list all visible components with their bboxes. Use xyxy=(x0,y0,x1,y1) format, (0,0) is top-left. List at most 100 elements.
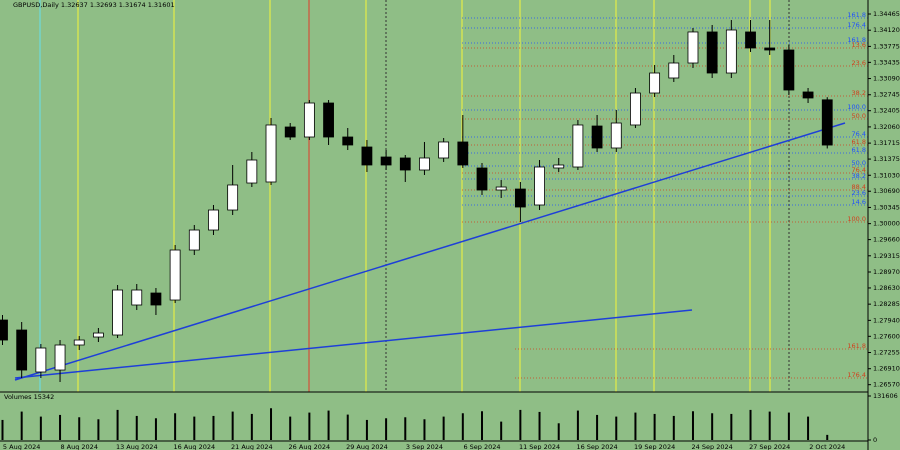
candle-body xyxy=(188,229,200,251)
volume-bar xyxy=(615,416,618,440)
candle-body xyxy=(265,124,277,183)
candle-body xyxy=(131,289,143,306)
candles xyxy=(0,20,833,382)
fib-label: 161.8 xyxy=(847,11,866,19)
candle-body xyxy=(323,102,334,138)
volume-tick-label: 131606 xyxy=(873,392,898,400)
candle-body xyxy=(591,125,603,149)
y-tick-label: 1.26910 xyxy=(873,365,900,373)
fib-label: 50.0 xyxy=(852,159,866,167)
fib-label: 176.4 xyxy=(847,371,866,379)
fib-label: 76.4 xyxy=(852,166,866,174)
candle-body xyxy=(495,186,507,191)
candle-body xyxy=(419,157,430,171)
volume-bar xyxy=(308,412,311,440)
candle-body xyxy=(438,141,450,159)
candle-body xyxy=(342,136,354,146)
y-tick-label: 1.26570 xyxy=(873,381,900,389)
candle-body xyxy=(649,72,661,94)
volume-bar xyxy=(807,416,810,440)
volume-bar xyxy=(270,408,273,440)
fib-levels: 161.8176.4161.813.623.638.2100.050.076.4… xyxy=(462,11,868,379)
volume-bar xyxy=(749,409,752,440)
fib-label: 14.6 xyxy=(852,198,866,206)
x-tick-label: 5 Aug 2024 xyxy=(3,443,41,450)
volume-bar xyxy=(672,415,675,440)
fib-label: 61.8 xyxy=(852,146,866,154)
volume-bar xyxy=(404,417,407,440)
volume-bar xyxy=(385,418,388,440)
chart-title: GBPUSD,Daily 1.32637 1.32693 1.31674 1.3… xyxy=(13,1,175,9)
candle-body xyxy=(610,122,622,149)
y-tick-label: 1.29660 xyxy=(873,236,900,244)
volume-bar xyxy=(78,417,81,440)
fib-label: 38.2 xyxy=(852,172,866,180)
volume-bar xyxy=(691,411,694,440)
y-tick-label: 1.28285 xyxy=(873,300,900,308)
fib-label: 23.6 xyxy=(852,59,866,67)
volume-bar xyxy=(730,413,733,440)
x-tick-label: 24 Sep 2024 xyxy=(692,443,733,450)
volume-bar xyxy=(212,415,215,440)
candle-body xyxy=(284,126,296,138)
fib-label: 161.8 xyxy=(847,36,866,44)
volume-bar xyxy=(596,414,599,440)
y-tick-label: 1.33775 xyxy=(873,42,900,50)
y-tick-label: 1.27600 xyxy=(873,332,900,340)
candle-body xyxy=(725,29,737,74)
y-tick-label: 1.31030 xyxy=(873,171,900,179)
x-tick-label: 2 Oct 2024 xyxy=(809,443,845,450)
x-tick-label: 27 Sep 2024 xyxy=(749,443,790,450)
fib-label: 161.8 xyxy=(847,342,866,350)
y-tick-label: 1.33090 xyxy=(873,75,900,83)
y-tick-label: 1.28970 xyxy=(873,268,900,276)
fib-label: 61.8 xyxy=(852,138,866,146)
x-tick-label: 26 Aug 2024 xyxy=(289,443,331,450)
candle-body xyxy=(16,329,28,371)
candle-body xyxy=(687,31,699,64)
volume-bar xyxy=(346,414,349,440)
candle-body xyxy=(73,339,85,346)
volume-bar xyxy=(174,413,177,440)
candle-body xyxy=(54,344,66,371)
volume-tick-label: 0 xyxy=(873,436,877,444)
volume-bar xyxy=(538,411,541,440)
candle-body xyxy=(35,347,47,373)
fib-label: 38.2 xyxy=(852,89,866,97)
volume-bar xyxy=(768,411,771,440)
y-tick-label: 1.32405 xyxy=(873,107,900,115)
x-tick-label: 13 Aug 2024 xyxy=(116,443,158,450)
candle-body xyxy=(246,159,258,184)
x-tick-label: 16 Aug 2024 xyxy=(173,443,215,450)
fib-label: 100.0 xyxy=(847,215,866,223)
candle-body xyxy=(514,188,526,208)
y-tick-label: 1.33435 xyxy=(873,58,900,66)
volume-bar xyxy=(557,423,560,440)
candle-body xyxy=(534,166,545,206)
candle-body xyxy=(706,31,718,74)
volume-bar xyxy=(97,419,100,440)
volume-bar xyxy=(634,412,637,440)
volume-bar xyxy=(193,416,196,440)
volume-bar xyxy=(135,415,138,440)
volume-bar xyxy=(826,434,829,440)
y-tick-label: 1.29315 xyxy=(873,252,900,260)
candle-body xyxy=(553,164,565,169)
x-tick-label: 19 Sep 2024 xyxy=(634,443,675,450)
volume-bar xyxy=(154,418,157,440)
y-tick-label: 1.32060 xyxy=(873,123,900,131)
y-tick-label: 1.34120 xyxy=(873,26,900,34)
volume-bar xyxy=(327,410,330,440)
y-tick-label: 1.31715 xyxy=(873,139,900,147)
volume-bar xyxy=(231,411,234,440)
candle-body xyxy=(0,319,8,341)
volume-bar xyxy=(653,413,656,440)
candle-body xyxy=(457,141,469,166)
volume-bar xyxy=(711,413,714,440)
candle-body xyxy=(476,167,488,191)
candle-body xyxy=(112,289,123,336)
fib-label: 100.0 xyxy=(847,103,866,111)
volume-bar xyxy=(442,416,445,440)
